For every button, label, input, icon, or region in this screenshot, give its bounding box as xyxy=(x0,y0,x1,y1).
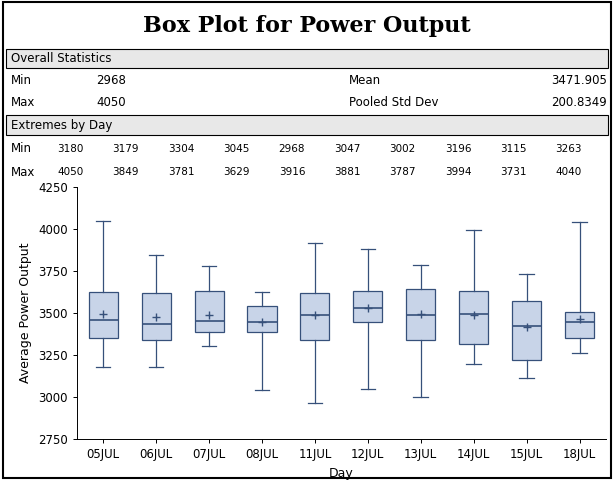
Text: 2968: 2968 xyxy=(279,144,305,154)
PathPatch shape xyxy=(195,290,223,332)
Text: 3731: 3731 xyxy=(500,168,527,177)
Text: 3881: 3881 xyxy=(334,168,360,177)
PathPatch shape xyxy=(247,306,276,332)
Text: 4040: 4040 xyxy=(556,168,581,177)
X-axis label: Day: Day xyxy=(329,467,354,480)
PathPatch shape xyxy=(142,293,171,340)
Text: 4050: 4050 xyxy=(57,168,84,177)
PathPatch shape xyxy=(459,290,488,344)
Text: 3849: 3849 xyxy=(112,168,139,177)
Y-axis label: Average Power Output: Average Power Output xyxy=(20,243,33,384)
Text: 3263: 3263 xyxy=(556,144,582,154)
Text: 4050: 4050 xyxy=(96,96,126,109)
Bar xyxy=(6,115,608,135)
PathPatch shape xyxy=(512,300,541,360)
Text: 3629: 3629 xyxy=(223,168,250,177)
Text: 3304: 3304 xyxy=(168,144,195,154)
Text: Extremes by Day: Extremes by Day xyxy=(11,119,112,132)
Text: 3180: 3180 xyxy=(57,144,84,154)
Text: 3471.905: 3471.905 xyxy=(551,74,607,87)
Text: Overall Statistics: Overall Statistics xyxy=(11,52,112,65)
Text: Max: Max xyxy=(11,96,36,109)
Text: 3787: 3787 xyxy=(389,168,416,177)
Text: 3115: 3115 xyxy=(500,144,527,154)
PathPatch shape xyxy=(88,292,118,337)
Text: 3916: 3916 xyxy=(279,168,305,177)
Text: 3002: 3002 xyxy=(389,144,416,154)
Text: Max: Max xyxy=(11,166,36,179)
Bar xyxy=(6,49,608,68)
PathPatch shape xyxy=(406,289,435,340)
Text: 3045: 3045 xyxy=(223,144,250,154)
PathPatch shape xyxy=(565,312,594,338)
Text: Pooled Std Dev: Pooled Std Dev xyxy=(349,96,438,109)
Text: Min: Min xyxy=(11,142,32,156)
Text: 3179: 3179 xyxy=(112,144,139,154)
PathPatch shape xyxy=(353,290,383,323)
Text: 3994: 3994 xyxy=(445,168,472,177)
Text: Mean: Mean xyxy=(349,74,381,87)
Text: 3781: 3781 xyxy=(168,168,195,177)
Text: 200.8349: 200.8349 xyxy=(551,96,607,109)
Text: 3196: 3196 xyxy=(445,144,472,154)
PathPatch shape xyxy=(300,293,330,340)
Text: Box Plot for Power Output: Box Plot for Power Output xyxy=(143,15,471,37)
Text: 2968: 2968 xyxy=(96,74,126,87)
Text: Min: Min xyxy=(11,74,32,87)
Text: 3047: 3047 xyxy=(334,144,360,154)
